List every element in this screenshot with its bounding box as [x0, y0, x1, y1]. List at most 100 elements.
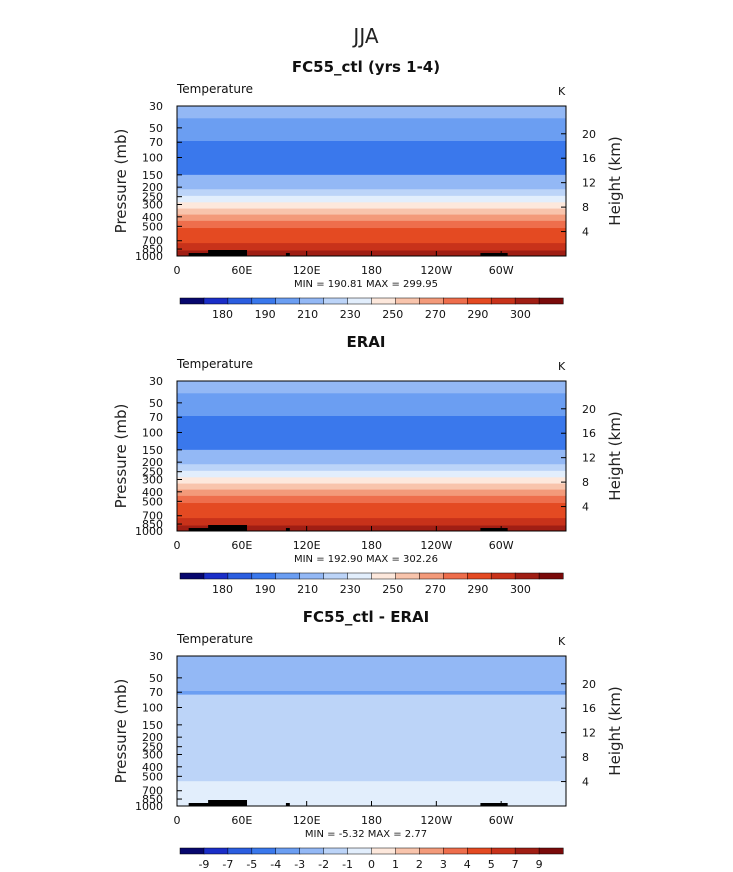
colorbar-swatch: [251, 297, 277, 305]
y-tick-label: 850: [142, 243, 163, 256]
colorbar-swatch: [203, 297, 229, 305]
y-tick-label: 850: [142, 793, 163, 806]
x-tick-label: 60E: [231, 539, 252, 552]
colorbar-swatch: [179, 847, 205, 855]
y-tick-label: 200: [142, 181, 163, 194]
y-tick-label: 30: [149, 650, 163, 663]
height-tick-label: 16: [582, 152, 596, 165]
figure-title: JJA: [351, 24, 378, 48]
surface-topography: [285, 253, 290, 256]
colorbar-swatch: [323, 847, 349, 855]
colorbar-swatch: [203, 847, 229, 855]
x-tick-label: 60E: [231, 814, 252, 827]
temperature-band: [177, 754, 566, 782]
colorbar-swatch: [275, 572, 301, 580]
x-tick-label: 120E: [293, 264, 321, 277]
y-tick-label: 30: [149, 375, 163, 388]
y-axis-title: Pressure (mb): [112, 129, 130, 234]
y-tick-label: 150: [142, 719, 163, 732]
panel-title: FC55_ctl - ERAI: [303, 608, 430, 626]
colorbar-swatch: [347, 572, 373, 580]
y-axis-title-right: Height (km): [606, 686, 624, 775]
y-tick-label: 50: [149, 672, 163, 685]
y-tick-label: 400: [142, 486, 163, 499]
temperature-band: [177, 393, 566, 417]
y-tick-label: 70: [149, 686, 163, 699]
x-tick-label: 60W: [489, 814, 514, 827]
colorbar-label: 270: [425, 583, 446, 596]
temperature-band: [177, 464, 566, 472]
units-label: K: [558, 85, 566, 98]
colorbar-swatch: [299, 297, 325, 305]
colorbar-label: 290: [467, 583, 488, 596]
colorbar-swatch: [395, 572, 420, 580]
colorbar-label: 210: [297, 308, 318, 321]
colorbar-label: 180: [212, 308, 233, 321]
y-tick-label: 700: [142, 785, 163, 798]
x-tick-label: 60E: [231, 264, 252, 277]
surface-topography: [480, 528, 508, 531]
temperature-band: [177, 477, 566, 485]
y-tick-label: 1000: [135, 250, 163, 263]
colorbar-swatch: [179, 297, 205, 305]
y-tick-label: 500: [142, 220, 163, 233]
colorbar-label: 210: [297, 583, 318, 596]
colorbar-label: 300: [510, 583, 531, 596]
y-tick-label: 400: [142, 761, 163, 774]
temperature-band: [177, 457, 566, 465]
colorbar-label: 1: [392, 858, 399, 871]
temperature-band: [177, 214, 566, 222]
colorbar-swatch: [323, 572, 349, 580]
colorbar-swatch: [179, 572, 205, 580]
colorbar-label: 250: [382, 583, 403, 596]
height-tick-label: 8: [582, 476, 589, 489]
height-tick-label: 12: [582, 177, 596, 190]
y-tick-label: 250: [142, 466, 163, 479]
y-tick-label: 300: [142, 473, 163, 486]
surface-topography: [285, 528, 290, 531]
temperature-band: [177, 106, 566, 119]
temperature-band: [177, 174, 566, 184]
y-tick-label: 200: [142, 731, 163, 744]
temperature-band: [177, 656, 566, 692]
y-tick-label: 100: [142, 152, 163, 165]
colorbar-label: -3: [294, 858, 305, 871]
surface-topography: [480, 253, 508, 256]
colorbar-swatch: [395, 297, 420, 305]
colorbar-label: -4: [270, 858, 281, 871]
colorbar-label: 270: [425, 308, 446, 321]
colorbar-swatch: [227, 297, 253, 305]
y-tick-label: 850: [142, 518, 163, 531]
y-tick-label: 50: [149, 397, 163, 410]
colorbar-swatch: [347, 847, 373, 855]
temperature-band: [177, 228, 566, 237]
units-label: K: [558, 360, 566, 373]
temperature-band: [177, 691, 566, 696]
temperature-band: [177, 449, 566, 459]
y-axis-title: Pressure (mb): [112, 679, 130, 784]
colorbar-swatch: [323, 297, 349, 305]
temperature-band: [177, 208, 566, 216]
temperature-band: [177, 483, 566, 491]
colorbar-swatch: [538, 297, 564, 305]
temperature-band: [177, 495, 566, 504]
y-tick-label: 50: [149, 122, 163, 135]
colorbar-swatch: [395, 847, 420, 855]
colorbar-label: 300: [510, 308, 531, 321]
stats-label: MIN = -5.32 MAX = 2.77: [305, 829, 427, 840]
temperature-band: [177, 781, 566, 802]
temperature-band: [177, 182, 566, 190]
y-tick-label: 300: [142, 748, 163, 761]
colorbar-swatch: [299, 847, 325, 855]
colorbar-swatch: [227, 847, 253, 855]
temperature-band: [177, 503, 566, 512]
height-tick-label: 4: [582, 226, 589, 239]
temperature-band: [177, 189, 566, 197]
height-tick-label: 20: [582, 128, 596, 141]
temperature-band: [177, 518, 566, 527]
x-tick-label: 120W: [420, 814, 452, 827]
surface-topography: [208, 250, 248, 256]
stats-label: MIN = 192.90 MAX = 302.26: [294, 554, 438, 565]
colorbar-label: 230: [340, 308, 361, 321]
colorbar-swatch: [514, 847, 540, 855]
